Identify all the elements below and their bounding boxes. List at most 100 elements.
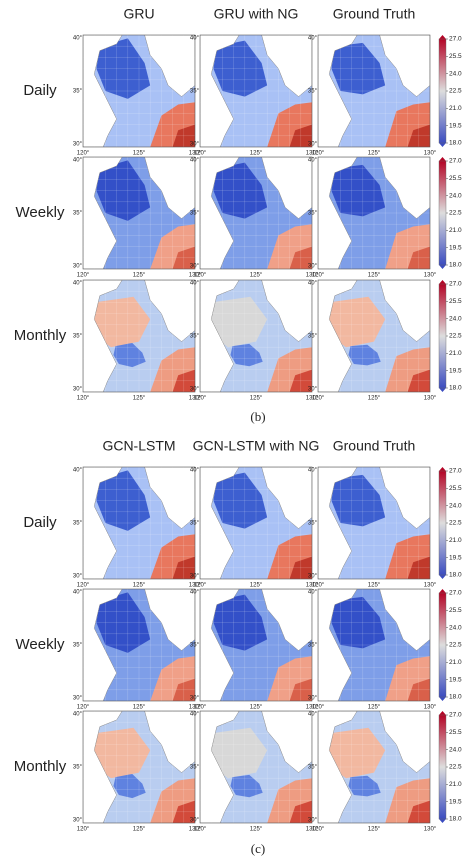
land xyxy=(261,711,312,773)
map-layers xyxy=(318,589,430,701)
lat-label: 35° xyxy=(190,89,200,95)
lon-label: 120° xyxy=(312,273,325,279)
lon-label: 120° xyxy=(312,396,325,402)
lon-label: 120° xyxy=(77,705,90,711)
column-title: GRU with NG xyxy=(214,6,299,22)
cold-area xyxy=(348,775,381,797)
land xyxy=(144,589,195,651)
map-frame xyxy=(199,34,313,148)
lat-label: 30° xyxy=(73,574,83,580)
lon-label: 130° xyxy=(306,396,319,402)
lon-label: 130° xyxy=(424,583,437,589)
map-frame xyxy=(82,34,196,148)
lat-label: 40° xyxy=(308,468,318,474)
colorbar-arrow xyxy=(439,819,446,823)
lat-label: 35° xyxy=(73,643,83,649)
row-label: Daily xyxy=(23,82,57,99)
land xyxy=(261,280,312,342)
hot-area xyxy=(172,800,195,823)
colorbar-label: 19.5 xyxy=(449,676,462,683)
cold-area xyxy=(213,162,268,219)
warm-area xyxy=(205,296,268,348)
lon-label: 125° xyxy=(133,396,146,402)
colorbar-label: 21.0 xyxy=(449,537,462,544)
lat-label: 30° xyxy=(73,142,83,148)
colorbar-label: 27.0 xyxy=(449,281,462,288)
land xyxy=(379,35,430,97)
lon-label: 130° xyxy=(424,151,437,157)
map-layers xyxy=(200,280,312,392)
lat-label: 40° xyxy=(73,468,83,474)
lon-label: 120° xyxy=(194,396,207,402)
lon-label: 130° xyxy=(306,705,319,711)
map xyxy=(82,156,196,270)
land xyxy=(83,589,123,701)
lat-label: 40° xyxy=(308,158,318,164)
colorbar-label: 22.5 xyxy=(449,210,462,217)
lat-label: 35° xyxy=(73,521,83,527)
row-label: Weekly xyxy=(16,204,65,221)
lat-label: 35° xyxy=(73,334,83,340)
lat-label: 40° xyxy=(73,281,83,287)
map-frame xyxy=(199,710,313,824)
land xyxy=(261,589,312,651)
colorbar-label: 24.0 xyxy=(449,192,462,199)
cold-area xyxy=(331,474,386,527)
colorbar-label: 22.5 xyxy=(449,520,462,527)
map xyxy=(82,466,196,580)
cold-area xyxy=(96,160,151,221)
land xyxy=(200,711,240,823)
map-layers xyxy=(318,157,430,269)
map-layers xyxy=(83,711,195,823)
lon-label: 120° xyxy=(77,151,90,157)
row-label: Weekly xyxy=(16,636,65,653)
lon-label: 120° xyxy=(77,827,90,833)
colorbar-label: 25.5 xyxy=(449,485,462,492)
colorbar-label: 27.0 xyxy=(449,590,462,597)
lat-label: 40° xyxy=(73,712,83,718)
colorbar-label: 19.5 xyxy=(449,122,462,129)
lat-label: 40° xyxy=(73,158,83,164)
lat-label: 30° xyxy=(308,574,318,580)
lat-label: 30° xyxy=(308,818,318,824)
lon-label: 125° xyxy=(250,396,263,402)
cold-area xyxy=(96,592,151,653)
map-frame xyxy=(317,588,431,702)
land xyxy=(379,157,430,219)
lon-label: 130° xyxy=(424,273,437,279)
land xyxy=(83,711,123,823)
hot-area xyxy=(289,556,312,579)
lon-label: 130° xyxy=(189,151,202,157)
hot-area xyxy=(407,556,430,579)
lat-label: 30° xyxy=(308,142,318,148)
lat-label: 30° xyxy=(190,387,200,393)
lon-label: 125° xyxy=(133,583,146,589)
land xyxy=(200,157,240,269)
map-layers xyxy=(200,157,312,269)
lon-label: 130° xyxy=(424,705,437,711)
colorbar-label: 24.0 xyxy=(449,746,462,753)
map-layers xyxy=(200,467,312,579)
hot-area xyxy=(172,556,195,579)
colorbar-label: 21.0 xyxy=(449,105,462,112)
lat-label: 35° xyxy=(308,211,318,217)
land xyxy=(83,280,123,392)
map-frame xyxy=(199,466,313,580)
colorbar-label: 22.5 xyxy=(449,333,462,340)
lat-label: 40° xyxy=(308,712,318,718)
colorbar-label: 21.0 xyxy=(449,227,462,234)
colorbar-label: 27.0 xyxy=(449,468,462,475)
lat-label: 35° xyxy=(73,765,83,771)
hot-area xyxy=(172,246,195,269)
lat-label: 30° xyxy=(190,818,200,824)
map xyxy=(82,710,196,824)
colorbar-label: 18.0 xyxy=(449,140,462,147)
warm-area xyxy=(88,727,151,779)
map-frame xyxy=(317,710,431,824)
warm-area xyxy=(323,727,386,779)
lon-label: 120° xyxy=(312,151,325,157)
lon-label: 125° xyxy=(133,705,146,711)
colorbar-label: 25.5 xyxy=(449,298,462,305)
map xyxy=(82,588,196,702)
lon-label: 120° xyxy=(312,827,325,833)
